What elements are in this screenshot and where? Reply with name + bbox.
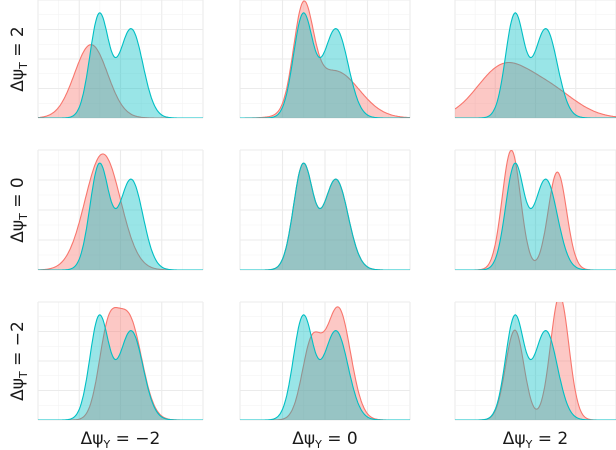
facet-panel-r2-c2 [454, 301, 616, 421]
column-strip-label: ΔψY = 0 [292, 429, 357, 450]
column-strip-label-symbol: Δψ [81, 429, 104, 449]
density-line-teal [455, 314, 616, 420]
density-line-teal [38, 162, 203, 270]
density-area-teal [38, 314, 203, 420]
facet-panel-r0-c1 [239, 0, 411, 119]
facet-panel-r2-c1 [239, 301, 411, 421]
density-line-red [38, 153, 203, 270]
density-area-teal [240, 12, 410, 118]
column-strip-label-subscript: Y [314, 438, 322, 450]
density-area-teal [38, 12, 203, 118]
row-strip-label: ΔψT = 0 [8, 177, 30, 242]
facet-panel-r2-c0 [37, 301, 204, 421]
column-strip-label-value: = 0 [322, 429, 358, 449]
facet-panel-r0-c2 [454, 0, 616, 119]
density-area-red [38, 153, 203, 270]
column-strip-label-subscript: Y [525, 438, 533, 450]
row-strip-label-subscript: T [17, 62, 30, 70]
facet-panel-r1-c2 [454, 149, 616, 271]
column-strip-label-symbol: Δψ [503, 429, 526, 449]
density-line-teal [240, 314, 410, 420]
column-strip-label-value: = −2 [110, 429, 160, 449]
row-strip-label-subscript: T [17, 371, 30, 379]
density-area-teal [240, 314, 410, 420]
density-area-teal [455, 163, 616, 270]
column-strip-labels: ΔψY = −2 ΔψY = 0 ΔψY = 2 [81, 429, 569, 450]
density-area-red [38, 44, 203, 118]
density-line-red [455, 61, 616, 118]
column-strip-label-value: = 2 [532, 429, 568, 449]
density-area-teal [38, 163, 203, 270]
density-line-teal [240, 12, 410, 118]
row-strip-label-symbol: Δψ [8, 220, 28, 243]
column-strip-label: ΔψY = −2 [81, 429, 161, 450]
density-area-teal [455, 314, 616, 420]
row-strip-label-symbol: Δψ [8, 378, 28, 401]
panel-grid [37, 0, 616, 421]
density-area-red [455, 62, 616, 118]
density-area-red [240, 163, 410, 270]
facet-panel-r0-c0 [37, 0, 204, 119]
row-strip-label: ΔψT = −2 [8, 321, 30, 401]
row-strip-label-value: = 0 [8, 177, 28, 213]
density-area-red [38, 307, 203, 420]
density-line-red [38, 44, 203, 118]
facet-panel-r1-c1 [239, 149, 411, 271]
column-strip-label-symbol: Δψ [292, 429, 315, 449]
density-line-teal [38, 314, 203, 420]
density-line-teal [240, 162, 410, 270]
density-line-teal [455, 12, 616, 118]
panel-gridlines [454, 149, 616, 271]
row-strip-label-symbol: Δψ [8, 69, 28, 92]
density-line-red [240, 0, 410, 118]
panel-gridlines [454, 0, 616, 119]
density-area-teal [240, 163, 410, 270]
density-area-red [240, 306, 410, 420]
panel-gridlines [454, 301, 616, 421]
density-area-red [240, 1, 410, 118]
row-strip-label-subscript: T [17, 213, 30, 221]
column-strip-label-subscript: Y [102, 438, 110, 450]
facet-panel-r1-c0 [37, 149, 204, 271]
row-strip-label-value: = −2 [8, 321, 28, 371]
row-strip-label: ΔψT = 2 [8, 26, 30, 91]
density-area-teal [455, 12, 616, 118]
column-strip-label: ΔψY = 2 [503, 429, 568, 450]
row-strip-label-value: = 2 [8, 26, 28, 62]
panel-gridlines [37, 0, 204, 119]
panel-gridlines [239, 301, 411, 421]
density-line-teal [455, 162, 616, 270]
density-line-teal [38, 12, 203, 118]
